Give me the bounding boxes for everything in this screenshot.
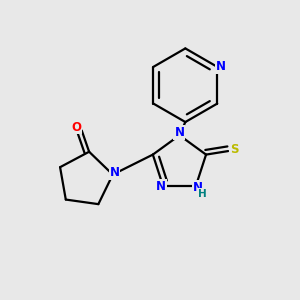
Text: H: H bbox=[198, 188, 207, 199]
Text: N: N bbox=[193, 181, 203, 194]
Text: N: N bbox=[216, 60, 226, 73]
Text: N: N bbox=[156, 180, 166, 193]
Text: N: N bbox=[174, 126, 184, 140]
Text: N: N bbox=[110, 166, 119, 179]
Text: S: S bbox=[230, 143, 238, 156]
Text: O: O bbox=[71, 121, 82, 134]
